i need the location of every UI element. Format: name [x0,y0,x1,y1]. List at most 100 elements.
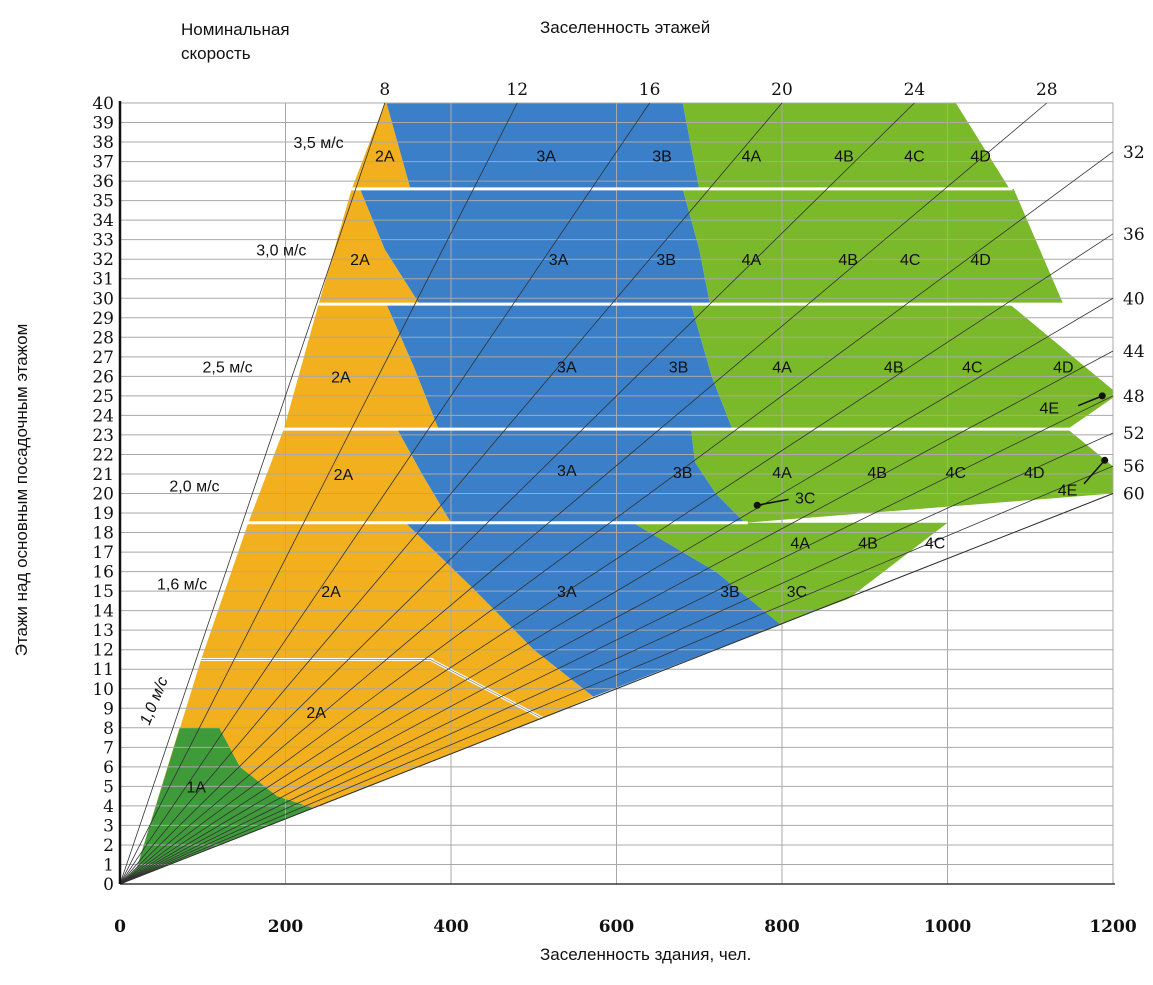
zone-label-1-4: 4A [790,535,810,552]
zone-label-3-5: 4C [962,360,982,377]
ray-label-40: 40 [1123,289,1145,309]
y-tick-label-32: 32 [92,250,114,270]
ray-label-32: 32 [1123,143,1145,163]
y-tick-label-30: 30 [92,289,114,309]
zone-label-4-5: 4C [900,252,920,269]
zone-label-3-0: 2A [331,369,351,386]
y-tick-label-39: 39 [92,114,114,134]
y-tick-label-8: 8 [103,719,114,739]
ray-48 [119,395,1114,885]
ray-28 [119,102,1048,885]
y-tick-label-1: 1 [103,855,114,875]
grid-lines [120,102,1114,885]
ray-16 [119,102,650,885]
y-tick-label-10: 10 [92,680,114,700]
pointer-3c-dot [753,501,761,509]
y-tick-label-23: 23 [92,426,114,446]
y-tick-label-21: 21 [92,465,114,485]
zone-label-4-0: 2A [350,252,370,269]
ray-40 [119,297,1114,885]
y-tick-label-34: 34 [92,211,114,231]
zone-polygon-5-2 [682,103,1010,189]
y-tick-label-28: 28 [92,328,114,348]
ray-label-48: 48 [1123,387,1145,407]
lower-boundary-line [119,493,1114,885]
y-tick-label-7: 7 [103,738,114,758]
y-tick-label-20: 20 [92,485,114,505]
zone-polygon-2-1 [397,429,745,523]
y-tick-label-25: 25 [92,387,114,407]
y-tick-label-27: 27 [92,348,114,368]
ray-label-44: 44 [1123,342,1145,362]
zone-label-1-3: 3C [787,584,807,601]
speed-header-line2: скорость [181,44,251,63]
x-tick-label-1200: 1200 [1089,917,1136,937]
y-tick-label-11: 11 [92,660,114,680]
zone-label-5-1: 3A [536,149,556,166]
y-tick-label-5: 5 [103,777,114,797]
zone-polygon-2-2 [691,429,1113,523]
zone-label-2-8: 4E [1058,483,1078,500]
axes: 0123456789101112131415161718192021222324… [92,94,1136,937]
zone-label-2-3: 4A [772,465,792,482]
ray-label-16: 16 [639,80,661,100]
y-tick-label-4: 4 [103,797,114,817]
zone-areas [120,103,1113,884]
zone-label-4-4: 4B [838,252,858,269]
x-tick-label-800: 800 [764,917,800,937]
speed-label-0: 3,5 м/с [294,135,344,152]
y-tick-label-26: 26 [92,367,114,387]
zone-polygon-1-2 [633,522,948,625]
speed-label-4: 1,6 м/с [157,576,207,593]
ray-8 [119,102,386,885]
zone-label-1-0: 2A [321,584,341,601]
y-tick-label-31: 31 [92,270,114,290]
speed-label-5: 1,0 м/с [137,675,172,728]
speed-label-1: 3,0 м/с [256,242,306,259]
y-tick-label-36: 36 [92,172,114,192]
zone-polygon-3-1 [386,304,733,430]
zone-label-3-3: 4A [772,360,792,377]
zone-polygon-4-2 [682,188,1064,305]
zone-label-1-2: 3B [720,584,740,601]
y-tick-label-38: 38 [92,133,114,153]
ray-12 [119,102,518,885]
pointer-4e-lower-dot [1101,456,1109,464]
y-tick-label-22: 22 [92,445,114,465]
ray-label-8: 8 [379,80,390,100]
speed-label-3: 2,0 м/с [169,479,219,496]
x-tick-label-200: 200 [268,917,304,937]
ray-label-36: 36 [1123,225,1145,245]
zone-label-2-4: 4B [867,465,887,482]
ray-44 [119,350,1114,885]
y-tick-label-15: 15 [92,582,114,602]
y-tick-label-6: 6 [103,758,114,778]
pointer-4e-upper-dot [1098,392,1106,400]
zone-label-4-1: 3A [549,252,569,269]
pointer-4e-upper-line [1077,395,1103,407]
y-tick-label-13: 13 [92,621,114,641]
y-tick-label-19: 19 [92,504,114,524]
zone-label-5-6: 4D [970,149,990,166]
zone-label-3-2: 3B [669,360,689,377]
y-tick-label-17: 17 [92,543,114,563]
zone-label-1-1: 3A [557,584,577,601]
speed-label-2: 2,5 м/с [203,360,253,377]
ray-label-56: 56 [1123,457,1145,477]
zone-label-1-5: 4B [858,535,878,552]
zone-label-2-5: 4C [946,465,966,482]
floor-occupancy-rays: 8 12 16 20 24 28 32 36 40 44 48 52 56 60 [119,80,1145,885]
y-tick-label-33: 33 [92,231,114,251]
y-tick-label-0: 0 [103,875,114,895]
zone-label-4-3: 4A [742,252,762,269]
ray-20 [119,102,783,885]
zone-label-5-5: 4C [904,149,924,166]
zone-polygon-2-0 [248,429,451,523]
y-tick-label-16: 16 [92,563,114,583]
ray-52 [119,432,1114,885]
y-tick-label-29: 29 [92,309,114,329]
occupancy-header: Заселенность этажей [540,18,711,37]
zone-label-3-6: 4D [1053,360,1073,377]
